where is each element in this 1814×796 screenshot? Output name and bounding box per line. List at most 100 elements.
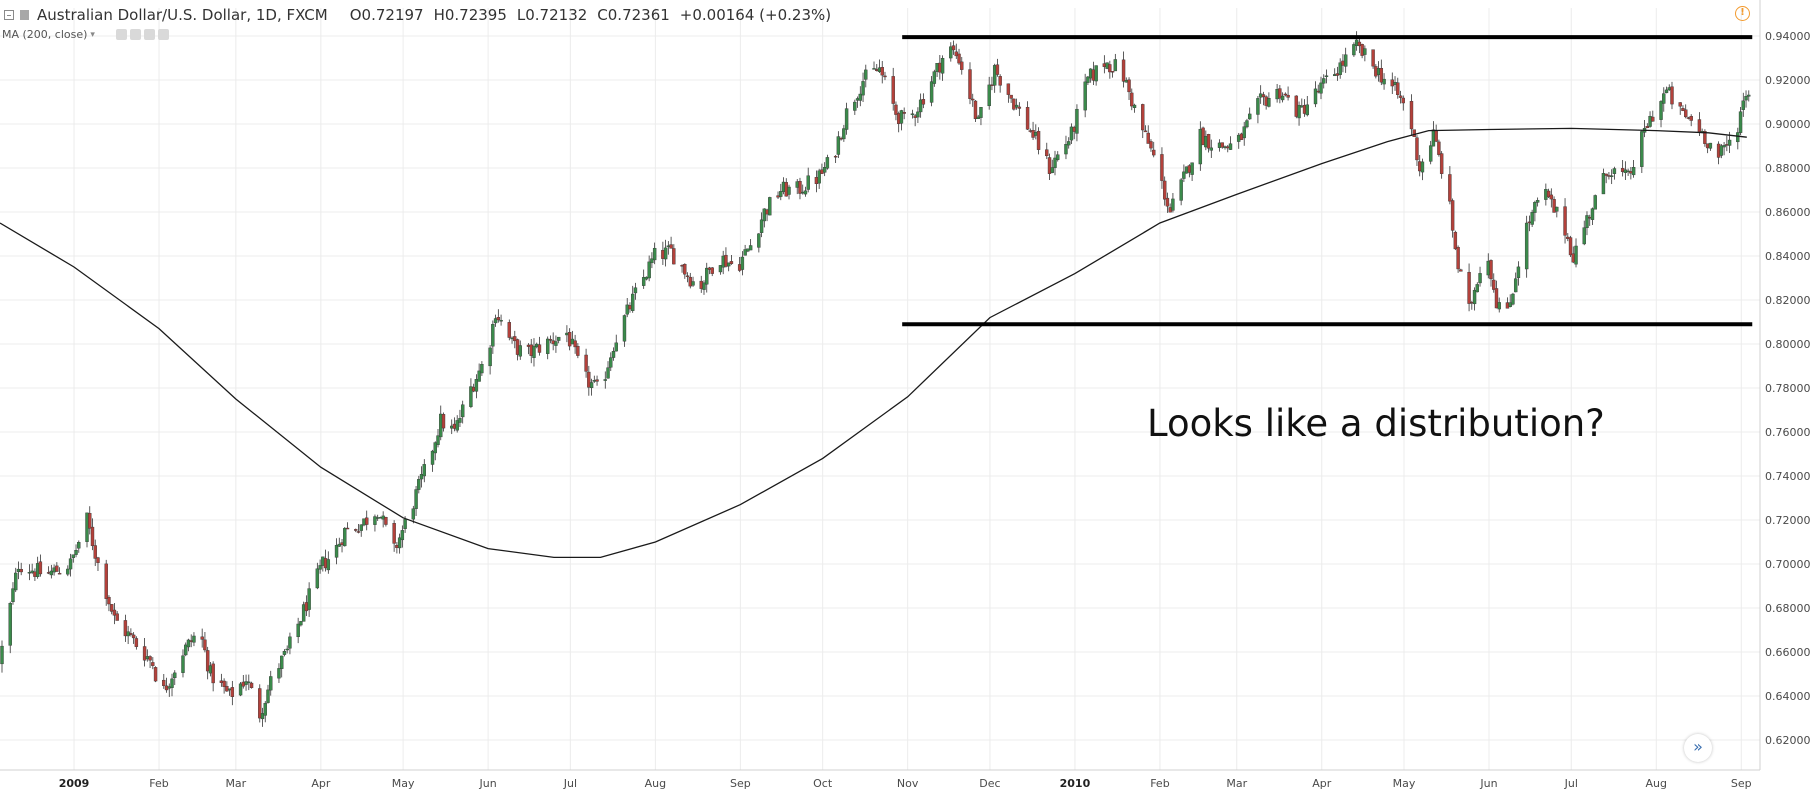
x-tick-label: May [1393,777,1416,790]
candle-up [414,489,418,509]
candle-up [1601,173,1606,195]
candle-up [280,655,284,669]
close-icon[interactable] [157,29,169,40]
candle-down [1152,149,1156,156]
candle-up [1744,96,1748,101]
candle-down [90,526,95,547]
candle-up [916,111,920,118]
candle-down [123,620,128,637]
candle-up [1555,206,1559,212]
candle-up [1513,278,1518,293]
candle-up [400,530,405,541]
candle-up [430,450,435,465]
y-tick-label: 0.82000 [1765,294,1811,307]
candle-down [1697,119,1702,133]
candle-down [230,687,235,697]
candle-down [1670,86,1674,105]
candle-down [1645,126,1650,129]
collapse-icon[interactable] [4,10,14,20]
candle-up [1242,126,1246,139]
candle-up [844,108,849,130]
candle-down [921,99,926,105]
candle-up [518,345,522,357]
eye-icon[interactable] [115,29,127,40]
candle-up [611,351,616,358]
more-icon[interactable] [143,29,155,40]
candle-down [55,565,59,572]
x-tick-label: May [392,777,415,790]
candle-down [1045,149,1049,157]
open-value: O0.72197 [349,6,424,24]
x-tick-label: Feb [1150,777,1169,790]
scroll-right-icon[interactable]: » [1684,734,1712,762]
settings-icon[interactable] [129,29,141,40]
candle-up [949,46,953,59]
candle-down [1651,116,1655,122]
candle-up [702,282,706,290]
candle-up [1516,266,1521,279]
moving-average [0,127,1747,559]
indicator-label[interactable]: MA (200, close) [2,28,88,41]
candle-down [1678,102,1682,107]
candle-down [894,104,898,115]
candle-down [1162,180,1167,200]
candle-down [1165,197,1170,207]
candle-up [1324,75,1329,78]
candle-up [743,249,747,256]
candle-down [153,667,158,682]
candle-down [129,633,133,635]
x-tick-label: Sep [1731,777,1752,790]
candle-up [296,623,300,638]
candle-up [397,537,402,549]
candle-up [864,69,868,80]
candle-up [603,379,607,381]
candle-up [1352,44,1356,56]
x-tick-label: Feb [149,777,168,790]
candle-up [853,101,857,111]
candle-up [493,318,498,324]
candle-down [576,346,580,356]
candle-up [759,219,764,233]
candle-up [650,258,654,264]
candle-up [1612,168,1617,174]
candle-up [817,170,821,184]
candle-down [365,517,369,525]
y-tick-label: 0.64000 [1765,690,1811,703]
candle-down [669,244,673,249]
alert-icon[interactable]: ! [1735,6,1750,21]
candle-up [1475,284,1479,293]
candle-up [726,262,731,267]
candle-down [1286,94,1290,98]
candle-up [269,676,273,691]
candle-up [1075,108,1079,134]
candle-up [631,293,635,311]
candle-down [1437,141,1441,155]
candle-down [115,613,119,621]
candle-up [318,565,322,570]
chart-annotation: Looks like a distribution? [1147,402,1605,445]
candle-down [1121,59,1126,82]
candle-down [131,634,136,639]
candle-up [1267,97,1271,107]
flag-icon[interactable] [20,10,29,20]
candle-up [589,382,594,389]
candle-up [474,379,479,392]
candle-up [343,528,347,547]
candle-down [1141,104,1145,131]
candle-up [1322,78,1326,84]
y-tick-label: 0.86000 [1765,206,1811,219]
candle-down [1689,116,1693,121]
candle-down [88,513,92,529]
change-value: +0.00164 (+0.23%) [679,6,832,24]
chevron-down-icon[interactable]: ▾ [90,29,95,40]
candle-up [1113,59,1118,72]
symbol-title[interactable]: Australian Dollar/U.S. Dollar, 1D, FXCM [37,6,328,24]
candle-down [1143,130,1148,133]
x-tick-label: Dec [979,777,1000,790]
candle-down [1684,109,1688,118]
candle-up [872,68,876,70]
candle-down [573,340,577,348]
candle-down [1492,279,1496,290]
candle-up [0,645,4,665]
